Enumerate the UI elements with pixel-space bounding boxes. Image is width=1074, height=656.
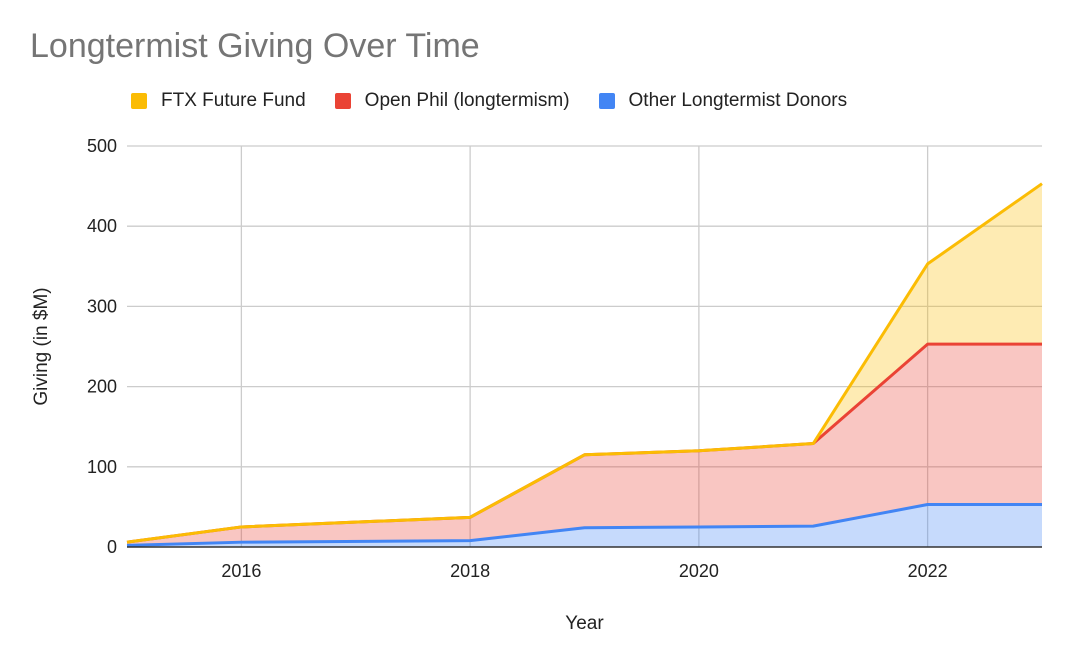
legend-swatch-other-donors bbox=[598, 93, 615, 109]
chart-title: Longtermist Giving Over Time bbox=[30, 27, 480, 65]
legend-item-ftx[interactable]: FTX Future Fund bbox=[131, 90, 306, 112]
legend-label-open-phil: Open Phil (longtermism) bbox=[364, 90, 570, 111]
x-tick-2020: 2020 bbox=[679, 561, 719, 581]
x-tick-2018: 2018 bbox=[450, 561, 490, 581]
y-tick-100: 100 bbox=[87, 457, 117, 477]
area-open-phil-longtermism bbox=[127, 344, 1042, 546]
area-other-longtermist-donors bbox=[127, 504, 1042, 547]
legend-swatch-ftx bbox=[131, 93, 147, 109]
legend-swatch-open-phil bbox=[334, 93, 351, 109]
line-ftx-future-fund bbox=[126, 182, 1043, 544]
grid-lines bbox=[127, 145, 1042, 547]
legend-label-other-donors: Other Longtermist Donors bbox=[628, 90, 848, 111]
y-tick-400: 400 bbox=[87, 216, 117, 236]
line-other-longtermist-donors bbox=[126, 502, 1042, 547]
legend-item-other-donors[interactable]: Other Longtermist Donors bbox=[598, 90, 848, 112]
area-series bbox=[127, 183, 1042, 547]
x-tick-2022: 2022 bbox=[908, 561, 948, 581]
y-tick-300: 300 bbox=[87, 296, 117, 316]
x-axis-title: Year bbox=[565, 613, 604, 634]
x-tick-labels: 2016 2018 2020 2022 bbox=[221, 561, 947, 581]
legend-item-open-phil[interactable]: Open Phil (longtermism) bbox=[334, 90, 570, 112]
series-lines bbox=[126, 182, 1043, 547]
y-tick-200: 200 bbox=[87, 377, 117, 397]
y-axis-title: Giving (in $M) bbox=[31, 287, 52, 405]
y-tick-500: 500 bbox=[87, 136, 117, 156]
x-tick-2016: 2016 bbox=[221, 561, 261, 581]
y-tick-labels: 0 100 200 300 400 500 bbox=[87, 136, 117, 557]
chart-legend: FTX Future Fund Open Phil (longtermism) … bbox=[131, 89, 876, 113]
legend-label-ftx: FTX Future Fund bbox=[161, 90, 306, 111]
y-tick-0: 0 bbox=[107, 537, 117, 557]
